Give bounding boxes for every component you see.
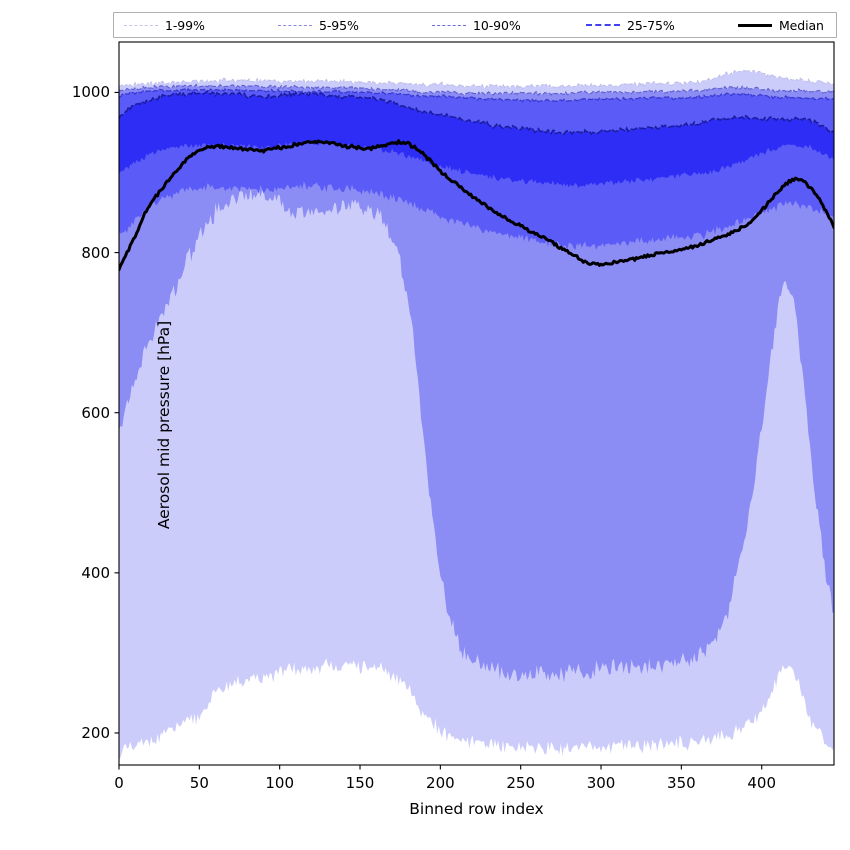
y-tick-label: 1000 xyxy=(71,83,110,102)
x-tick-label: 250 xyxy=(506,774,535,792)
y-tick-label: 400 xyxy=(81,563,110,582)
legend-label-10-90: 10-90% xyxy=(473,17,521,33)
legend-label-1-99: 1-99% xyxy=(165,17,205,33)
x-tick-label: 100 xyxy=(265,774,294,792)
x-tick-label: 0 xyxy=(114,774,124,792)
legend-item-10-90: 10-90% xyxy=(422,13,576,37)
y-axis-label: Aerosol mid pressure [hPa] xyxy=(155,320,173,530)
legend: 1-99% 5-95% 10-90% 25-75% Median xyxy=(113,12,837,38)
y-tick-label: 200 xyxy=(81,723,110,742)
legend-swatch-25-75 xyxy=(586,24,620,26)
x-tick-label: 350 xyxy=(667,774,696,792)
legend-label-5-95: 5-95% xyxy=(319,17,359,33)
x-tick-label: 200 xyxy=(426,774,455,792)
legend-swatch-1-99 xyxy=(124,24,158,26)
x-tick-label: 300 xyxy=(586,774,616,792)
y-tick-label: 600 xyxy=(81,403,110,422)
legend-item-5-95: 5-95% xyxy=(268,13,422,37)
legend-item-1-99: 1-99% xyxy=(114,13,268,37)
legend-swatch-median xyxy=(738,23,772,27)
legend-item-median: Median xyxy=(728,13,824,37)
x-axis-label: Binned row index xyxy=(409,800,544,818)
legend-label-median: Median xyxy=(779,17,824,33)
legend-swatch-5-95 xyxy=(278,24,312,26)
legend-swatch-10-90 xyxy=(432,24,466,26)
y-tick-label: 800 xyxy=(81,243,110,262)
x-tick-label: 50 xyxy=(189,774,209,792)
x-tick-label: 150 xyxy=(345,774,375,792)
legend-item-25-75: 25-75% xyxy=(576,13,728,37)
legend-label-25-75: 25-75% xyxy=(627,17,675,33)
x-tick-label: 400 xyxy=(747,774,777,792)
